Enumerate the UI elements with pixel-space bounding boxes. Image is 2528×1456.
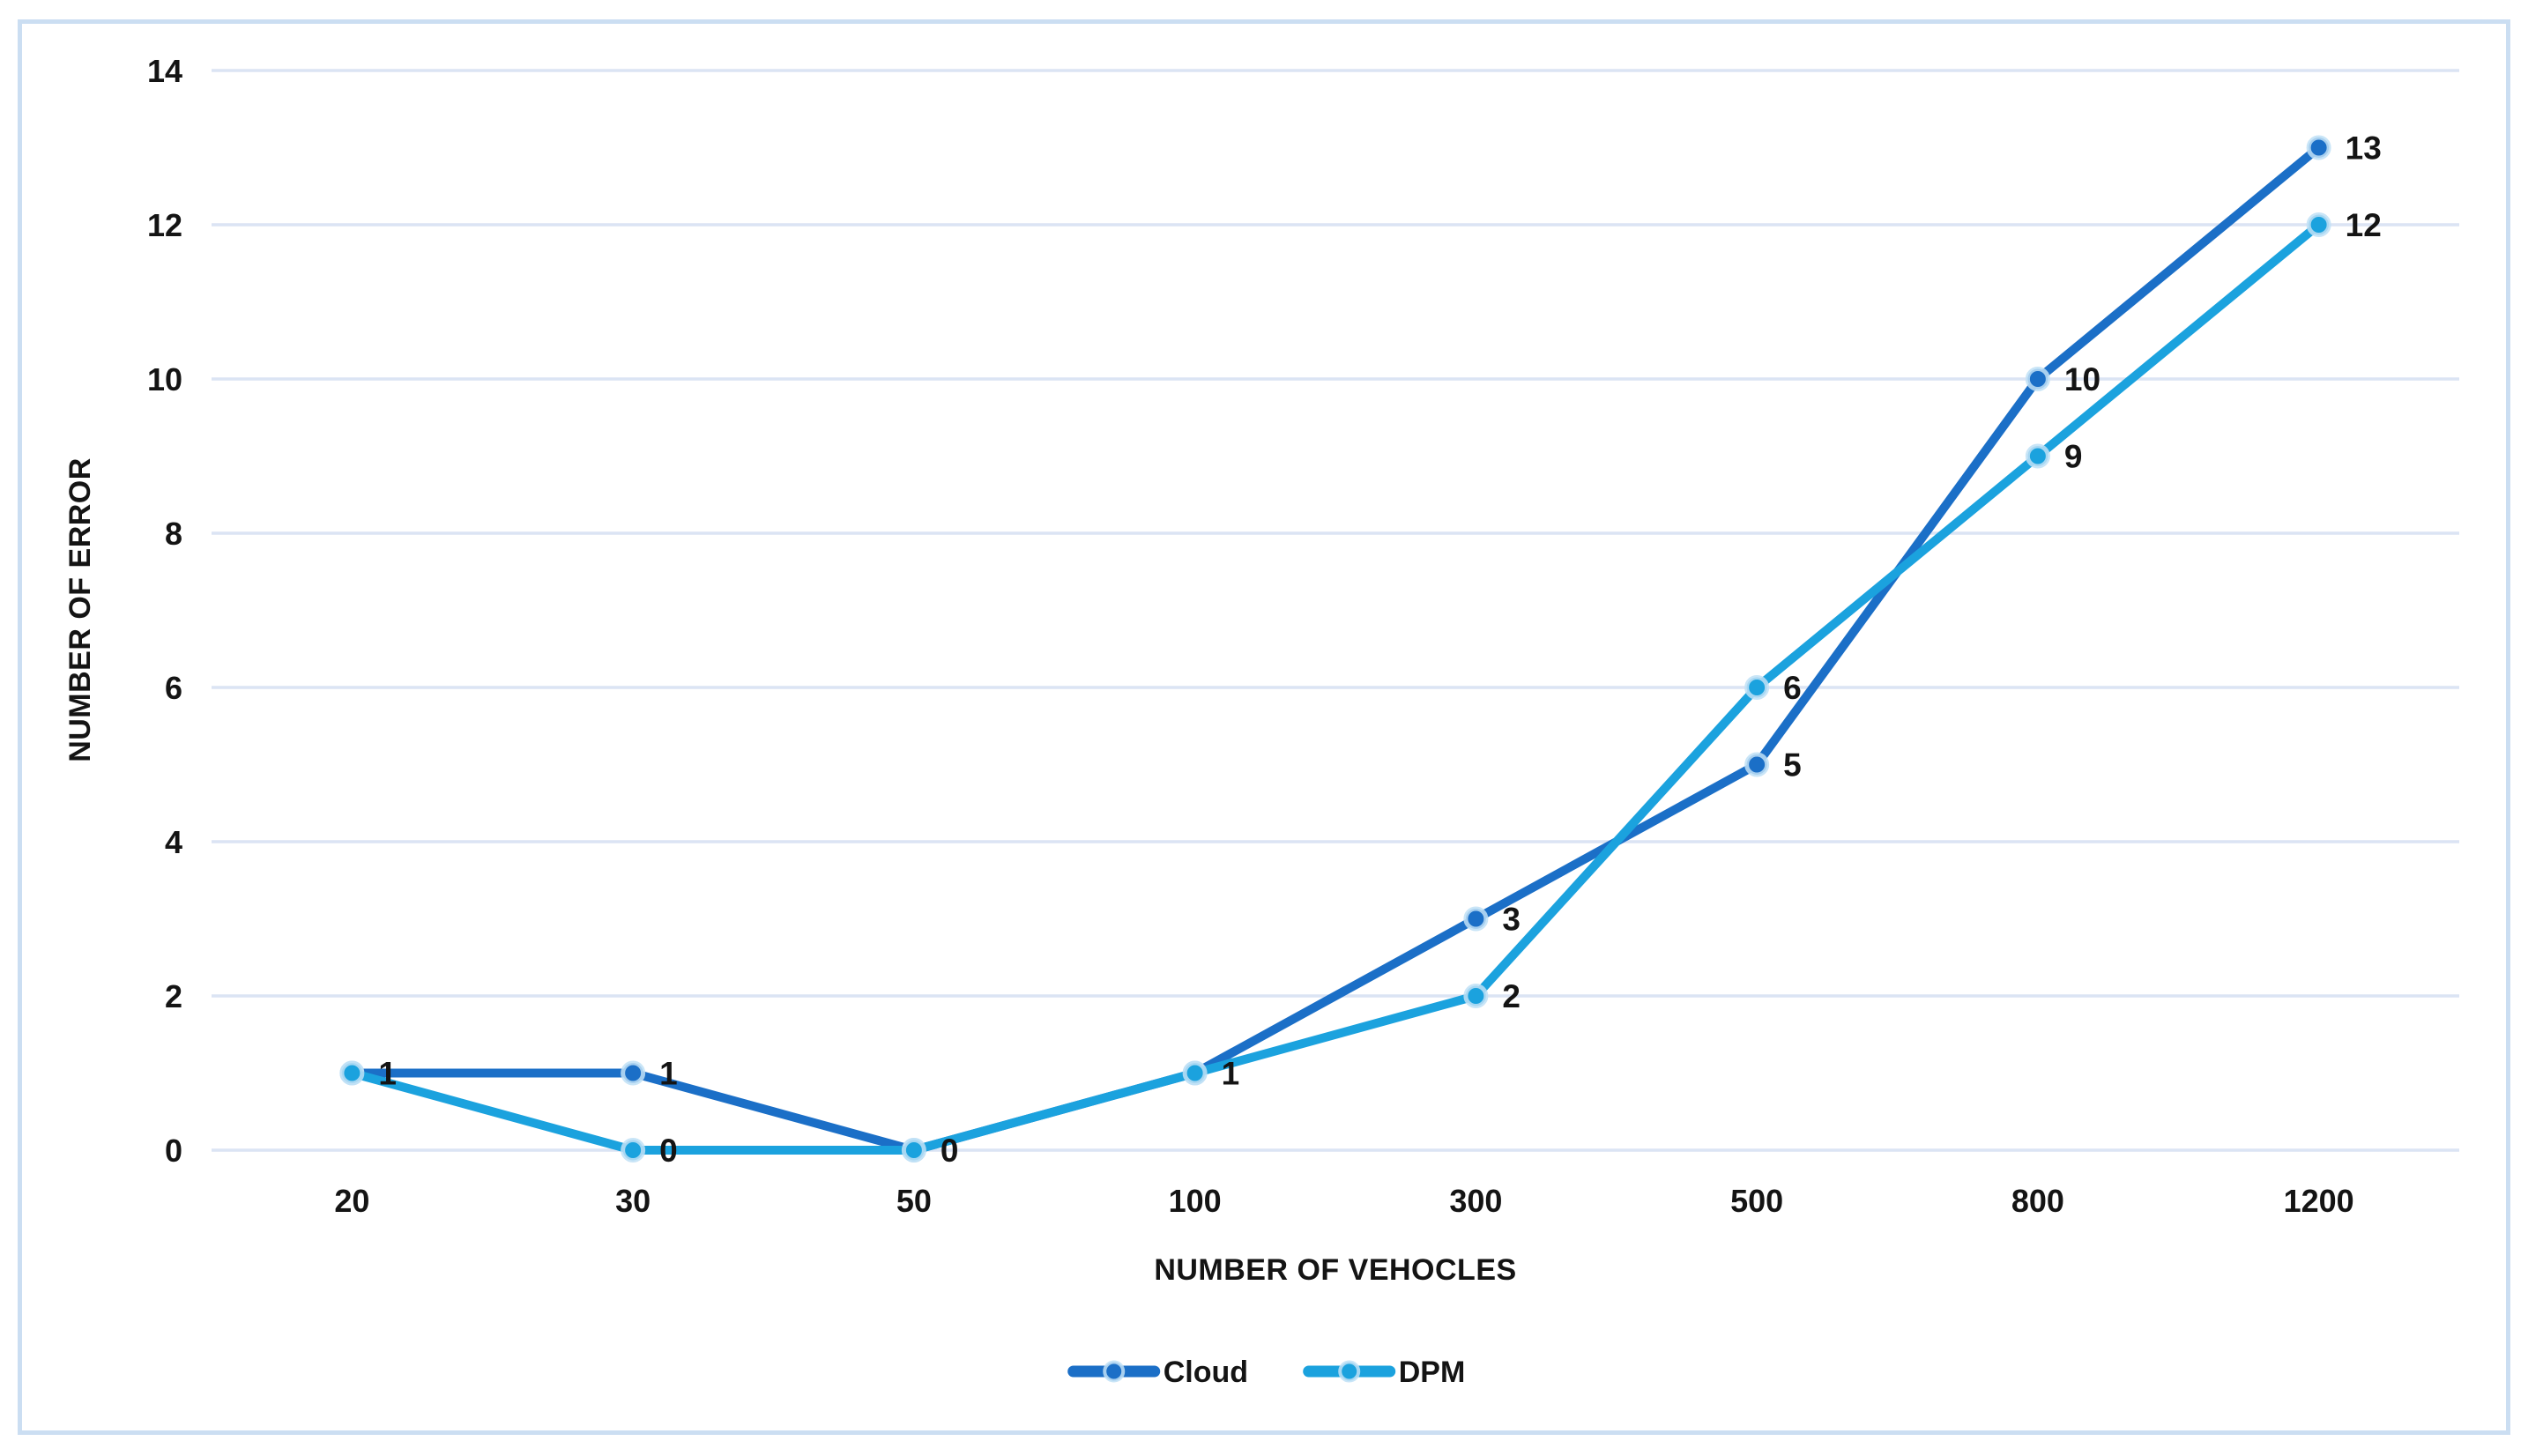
data-point-marker-dpm	[1744, 675, 1770, 700]
x-tick-label: 1200	[2284, 1183, 2354, 1219]
x-tick-label: 800	[2011, 1183, 2064, 1219]
y-tick-label: 6	[165, 670, 182, 706]
legend: Cloud DPM	[1067, 1356, 1466, 1389]
legend-item-dpm: DPM	[1303, 1356, 1466, 1389]
data-point-label: 3	[1502, 902, 1521, 938]
x-tick-label: 500	[1730, 1183, 1783, 1219]
x-tick-label: 100	[1169, 1183, 1222, 1219]
x-tick-label: 300	[1449, 1183, 1502, 1219]
legend-marker-dot-icon	[1103, 1360, 1126, 1383]
y-tick-label: 4	[165, 824, 182, 860]
y-tick-label: 12	[147, 207, 182, 243]
data-point-marker-dpm	[1182, 1060, 1208, 1086]
data-point-label: 5	[1783, 747, 1802, 784]
y-tick-label: 14	[147, 53, 182, 89]
legend-label: Cloud	[1164, 1356, 1248, 1389]
y-tick-label: 8	[165, 516, 182, 552]
series-cloud	[339, 135, 2331, 1163]
data-point-marker-cloud	[1463, 906, 1489, 932]
series-line-cloud	[347, 143, 2324, 1155]
data-point-marker-dpm	[901, 1138, 926, 1163]
x-tick-label: 50	[896, 1183, 932, 1219]
y-tick-label: 10	[147, 361, 182, 397]
x-axis-tick-labels: 20 30 50 100 300 500 800 1200	[334, 1183, 2353, 1219]
data-point-marker-cloud	[2025, 367, 2050, 391]
y-axis-title: NUMBER OF ERROR	[63, 457, 97, 762]
legend-item-cloud: Cloud	[1067, 1356, 1248, 1389]
data-point-label: 1	[378, 1056, 397, 1092]
data-point-marker-dpm	[2306, 212, 2331, 237]
x-tick-label: 20	[334, 1183, 369, 1219]
series-line-dpm	[347, 220, 2324, 1155]
gridlines-group	[212, 69, 2459, 1152]
x-tick-label: 30	[615, 1183, 651, 1219]
data-point-label: 1	[659, 1056, 678, 1092]
legend-label: DPM	[1399, 1356, 1466, 1389]
data-point-label: 6	[1783, 670, 1802, 706]
data-point-label: 1	[1222, 1056, 1240, 1092]
data-point-label: 0	[941, 1133, 959, 1169]
data-point-label: 10	[2064, 361, 2100, 397]
series-group	[339, 135, 2331, 1163]
data-point-label: 13	[2346, 130, 2382, 167]
chart-border	[18, 19, 2510, 1435]
data-point-label: 12	[2346, 207, 2382, 243]
data-point-marker-dpm	[1463, 984, 1489, 1008]
x-axis-title: NUMBER OF VEHOCLES	[1154, 1253, 1516, 1287]
data-point-marker-dpm	[339, 1060, 365, 1086]
data-point-label: 2	[1502, 978, 1521, 1014]
data-point-marker-dpm	[2025, 443, 2050, 469]
data-point-marker-dpm	[621, 1138, 646, 1163]
data-point-marker-cloud	[2306, 135, 2331, 160]
data-point-marker-cloud	[1744, 752, 1770, 777]
y-axis-tick-labels: 0 2 4 6 8 10 12 14	[147, 53, 182, 1169]
data-point-marker-cloud	[621, 1060, 646, 1086]
data-point-label: 0	[659, 1133, 678, 1169]
data-point-label: 9	[2064, 439, 2083, 475]
legend-marker-dot-icon	[1338, 1360, 1361, 1383]
y-tick-label: 0	[165, 1133, 182, 1169]
series-dpm	[339, 212, 2331, 1163]
y-tick-label: 2	[165, 978, 182, 1014]
